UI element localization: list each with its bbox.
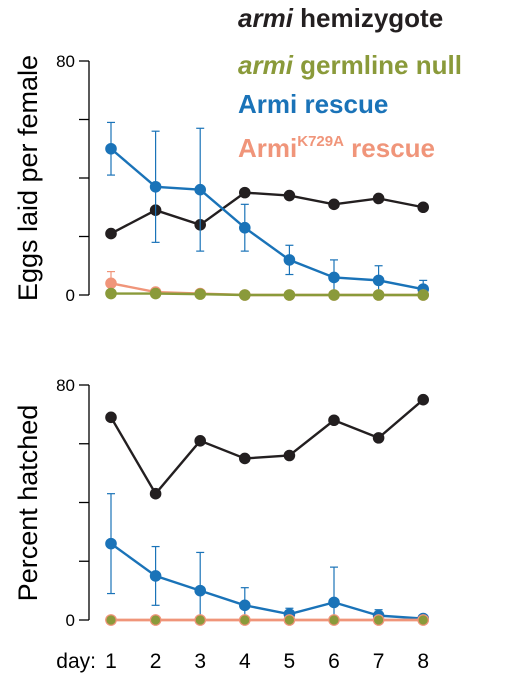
data-point (105, 277, 117, 290)
data-point (328, 271, 340, 284)
legend-entry-rescue: Armi rescue (238, 89, 388, 119)
x-tick-label: 4 (239, 650, 251, 673)
data-point (194, 435, 206, 447)
x-axis-prefix-label: day: (56, 650, 96, 673)
legend: armi hemizygote armi germline null Armi … (238, 3, 462, 163)
data-point (328, 596, 340, 609)
data-point (149, 487, 162, 500)
series-hemizygote (105, 186, 429, 240)
data-point (417, 289, 429, 301)
data-point (417, 201, 429, 214)
y-tick-label: 80 (56, 376, 75, 395)
data-point (372, 289, 385, 301)
y-axis-label-eggs: Eggs laid per female (13, 55, 43, 301)
x-tick-label: 2 (150, 650, 162, 673)
data-point (283, 189, 296, 202)
data-point (372, 192, 385, 205)
x-tick-label: 1 (105, 650, 117, 673)
data-point (105, 142, 117, 155)
data-point (283, 614, 296, 626)
data-point (239, 452, 251, 465)
data-point (149, 180, 162, 193)
data-point (105, 227, 117, 240)
data-point (283, 449, 296, 462)
data-point (105, 287, 117, 300)
data-point (328, 414, 340, 427)
x-tick-label: 3 (194, 650, 206, 673)
series-rescue (105, 493, 429, 625)
data-point (239, 186, 251, 199)
series-line (111, 292, 424, 297)
data-point (283, 254, 296, 266)
data-point (328, 198, 340, 211)
data-point (194, 614, 206, 626)
plot-eggs-laid: 0 80 (56, 52, 429, 305)
data-point (328, 289, 340, 301)
legend-entry-k729a-rescue: ArmiK729A rescue (238, 133, 435, 163)
y-tick-label: 0 (66, 286, 75, 305)
x-tick-label: 6 (328, 650, 340, 673)
data-point (149, 614, 162, 626)
data-point (239, 221, 251, 234)
data-point (105, 537, 117, 550)
legend-entry-germline-null: armi germline null (238, 50, 462, 80)
series-line (110, 191, 424, 235)
series-rescue (105, 121, 429, 295)
x-tick-label: 8 (417, 650, 429, 673)
data-point (239, 614, 251, 626)
data-point (105, 614, 117, 626)
series-hemizygote (105, 393, 429, 500)
x-axis-ticks: day: 1 2 3 4 5 6 7 8 (56, 650, 429, 673)
x-tick-label: 7 (373, 650, 385, 673)
data-point (372, 274, 385, 287)
data-point (372, 432, 385, 444)
legend-entry-hemizygote: armi hemizygote (238, 3, 443, 33)
series-line (109, 398, 424, 496)
data-point (149, 287, 162, 300)
data-point (194, 288, 206, 300)
x-tick-label: 5 (284, 650, 296, 673)
series-germline_null (105, 614, 429, 626)
data-point (194, 584, 206, 597)
y-tick-label: 0 (66, 611, 75, 630)
data-point (417, 393, 429, 406)
data-point (417, 614, 429, 626)
data-point (283, 289, 296, 301)
series-line (110, 147, 424, 291)
data-point (239, 599, 251, 612)
y-axis-label-hatched: Percent hatched (13, 405, 43, 602)
series-line (110, 542, 424, 620)
data-point (328, 614, 340, 626)
data-point (149, 570, 162, 582)
data-point (105, 411, 117, 424)
data-point (194, 183, 206, 196)
plot-percent-hatched: 0 80 (56, 376, 429, 630)
data-point (372, 614, 385, 626)
y-tick-label: 80 (56, 52, 75, 71)
data-point (239, 289, 251, 301)
series-germline_null (105, 287, 429, 301)
